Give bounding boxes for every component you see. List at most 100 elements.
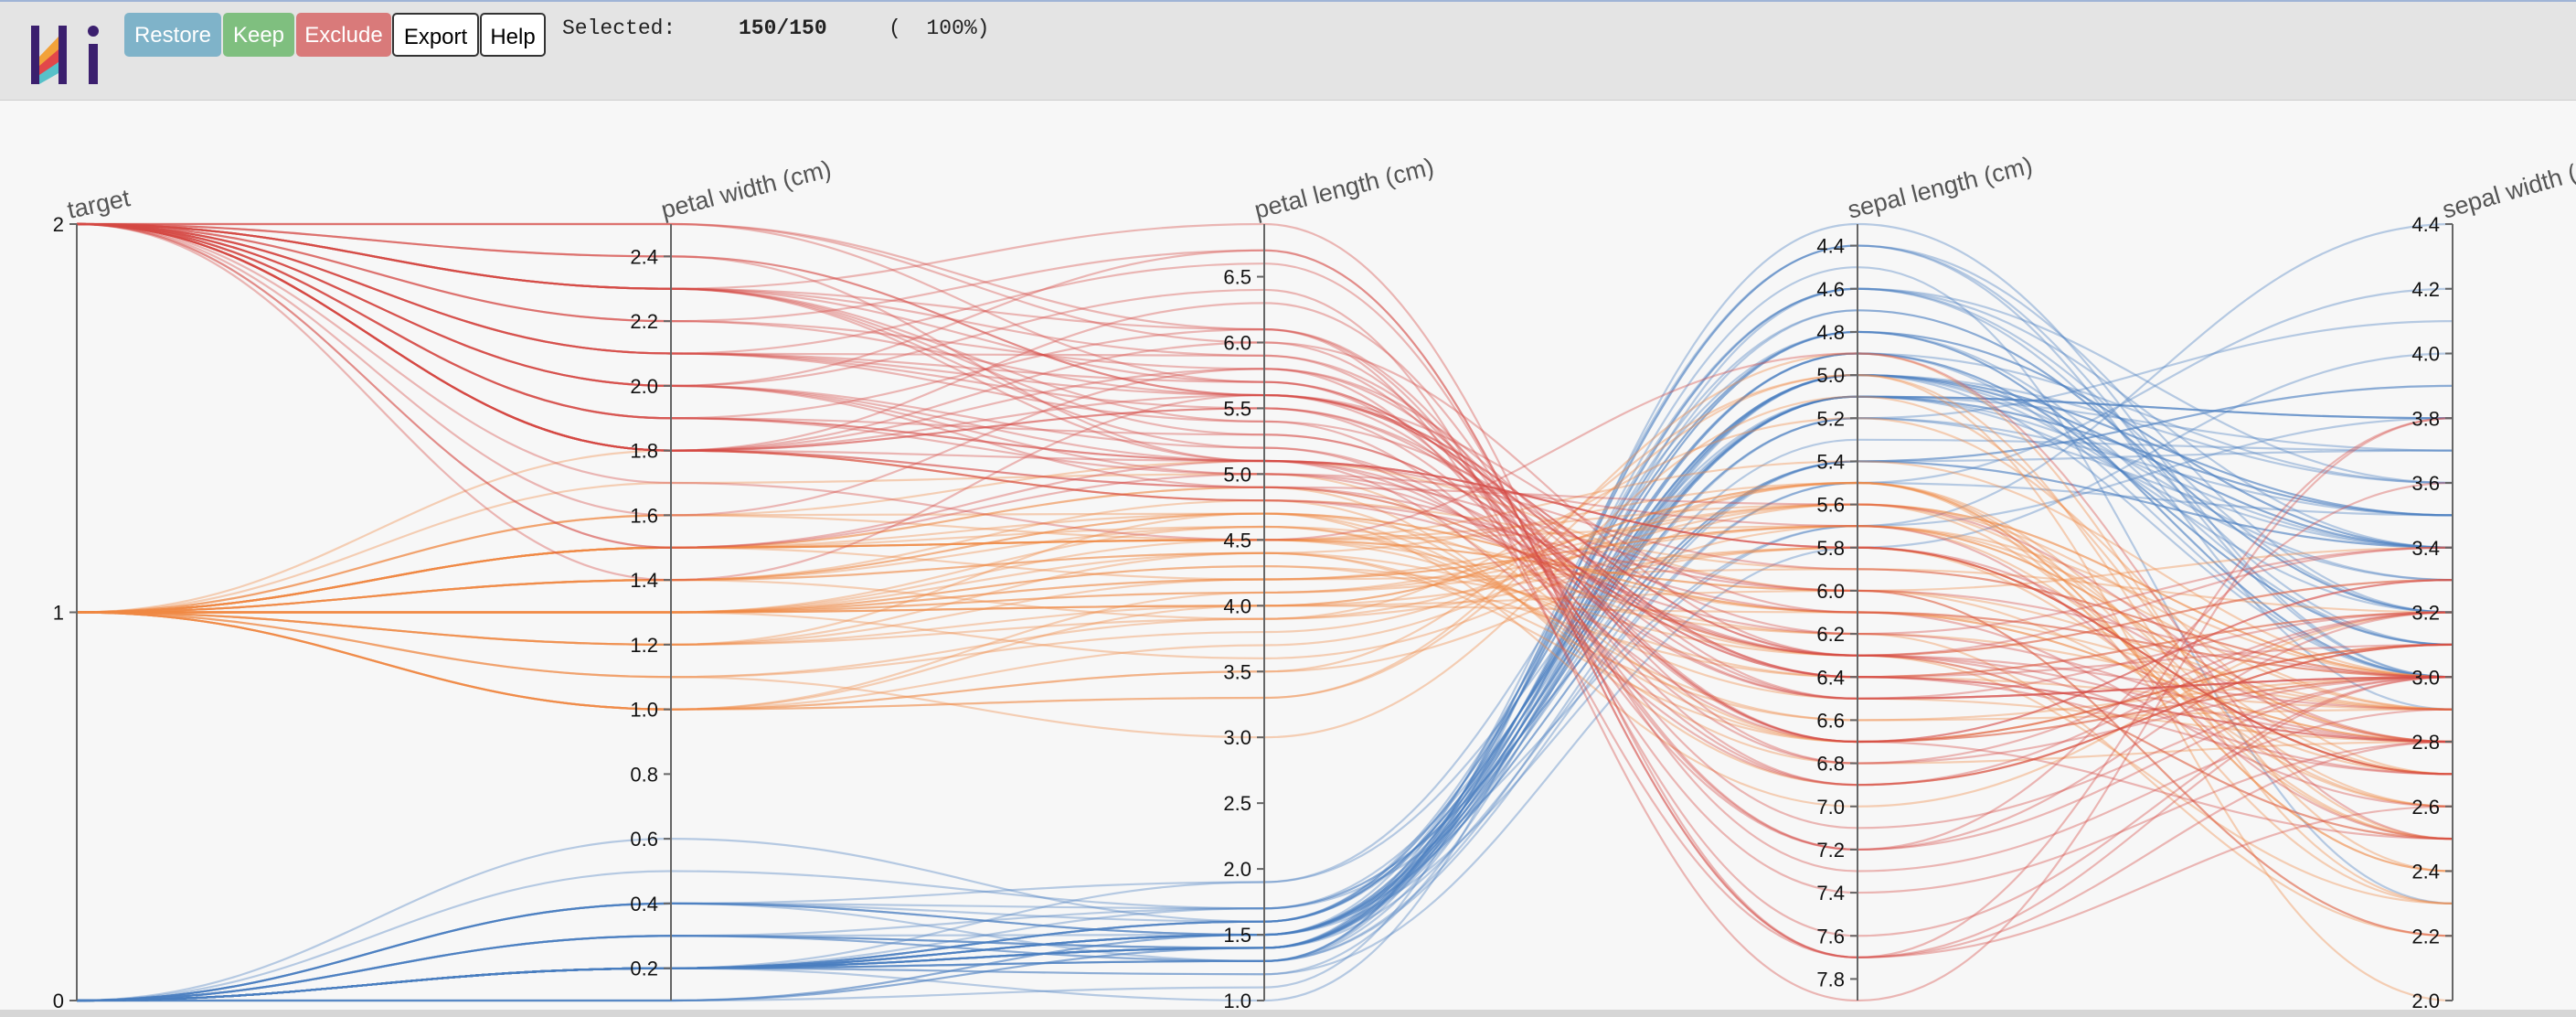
record-line[interactable] — [76, 460, 2454, 1002]
record-line[interactable] — [76, 222, 2454, 894]
record-line[interactable] — [76, 222, 2454, 840]
record-line[interactable] — [76, 222, 2454, 744]
record-line[interactable] — [76, 330, 2454, 1002]
record-line[interactable] — [76, 222, 2454, 958]
record-line[interactable] — [76, 417, 2454, 1002]
record-line[interactable] — [76, 503, 2454, 776]
record-line[interactable] — [76, 481, 2454, 872]
record-line[interactable] — [76, 352, 2454, 1002]
record-line[interactable] — [76, 373, 2454, 1002]
record-line[interactable] — [76, 222, 2454, 958]
record-line[interactable] — [76, 417, 2454, 1002]
record-line[interactable] — [76, 222, 2454, 1002]
record-line[interactable] — [76, 449, 2454, 1002]
record-line[interactable] — [76, 473, 2454, 744]
record-line[interactable] — [76, 395, 2454, 1002]
record-line[interactable] — [76, 395, 2454, 1002]
record-line[interactable] — [76, 417, 2454, 776]
record-line[interactable] — [76, 503, 2454, 711]
record-line[interactable] — [76, 309, 2454, 1002]
record-line[interactable] — [76, 222, 2454, 1002]
record-line[interactable] — [76, 499, 2454, 765]
axis-title-sepal-width[interactable]: sepal width (cm) — [2439, 148, 2576, 224]
record-line[interactable] — [76, 546, 2454, 776]
record-line[interactable] — [76, 352, 2454, 1002]
record-line[interactable] — [76, 503, 2454, 679]
record-line[interactable] — [76, 551, 2454, 744]
record-line[interactable] — [76, 486, 2454, 787]
record-line[interactable] — [76, 481, 2454, 905]
record-line[interactable] — [76, 384, 2454, 1002]
record-line[interactable] — [76, 320, 2454, 1002]
record-line[interactable] — [76, 222, 2454, 636]
record-line[interactable] — [76, 512, 2454, 744]
record-line[interactable] — [76, 222, 2454, 1002]
record-line[interactable] — [76, 222, 2454, 851]
record-line[interactable] — [76, 373, 2454, 1002]
record-line[interactable] — [76, 330, 2454, 1002]
record-line[interactable] — [76, 330, 2454, 1002]
record-line[interactable] — [76, 352, 2454, 1002]
bottom-scrollbar[interactable] — [0, 1010, 2576, 1017]
record-line[interactable] — [76, 330, 2454, 1002]
record-line[interactable] — [76, 373, 2454, 1002]
record-line[interactable] — [77, 222, 2454, 657]
record-line[interactable] — [76, 244, 2454, 1002]
exclude-button[interactable]: Exclude — [296, 13, 391, 57]
record-line[interactable] — [76, 222, 2454, 851]
record-line[interactable] — [76, 222, 2454, 657]
record-line[interactable] — [76, 222, 2454, 787]
record-line[interactable] — [76, 222, 2454, 765]
record-line[interactable] — [76, 287, 2454, 1002]
record-line[interactable] — [76, 222, 2454, 744]
record-line[interactable] — [76, 373, 2454, 905]
record-line[interactable] — [76, 395, 2454, 1002]
record-line[interactable] — [76, 373, 2454, 1002]
record-line[interactable] — [76, 460, 2454, 1002]
record-line[interactable] — [76, 395, 2454, 1002]
record-line[interactable] — [76, 222, 2454, 744]
record-line[interactable] — [76, 384, 2454, 1002]
export-button[interactable]: Export — [392, 13, 479, 57]
record-line[interactable] — [77, 222, 2454, 744]
record-line[interactable] — [76, 481, 2454, 872]
record-line[interactable] — [76, 373, 2454, 1002]
record-line[interactable] — [76, 395, 2454, 1002]
help-button[interactable]: Help — [480, 13, 546, 57]
record-line[interactable] — [76, 222, 2454, 765]
axis-title-petal-width[interactable]: petal width (cm) — [658, 155, 834, 224]
record-line[interactable] — [76, 287, 2454, 1002]
record-line[interactable] — [76, 481, 2454, 808]
record-line[interactable] — [76, 222, 2454, 937]
record-line[interactable] — [76, 373, 2454, 1002]
record-line[interactable] — [76, 551, 2454, 905]
record-line[interactable] — [76, 395, 2454, 1002]
record-line[interactable] — [76, 373, 2454, 1002]
record-line[interactable] — [76, 589, 2454, 937]
record-line[interactable] — [76, 546, 2454, 808]
record-line[interactable] — [76, 373, 2454, 1002]
record-line[interactable] — [76, 352, 2454, 872]
record-line[interactable] — [76, 222, 2454, 787]
record-line[interactable] — [76, 373, 2454, 1002]
record-line[interactable] — [76, 395, 2454, 1002]
record-line[interactable] — [76, 539, 2454, 937]
record-line[interactable] — [76, 287, 2454, 1002]
record-line[interactable] — [76, 481, 2454, 840]
restore-button[interactable]: Restore — [124, 13, 221, 57]
record-line[interactable] — [76, 352, 2454, 1002]
record-line[interactable] — [76, 244, 2454, 1002]
record-line[interactable] — [76, 352, 2454, 1002]
record-line[interactable] — [76, 417, 2454, 1002]
record-line[interactable] — [76, 222, 2454, 700]
record-line[interactable] — [76, 395, 2454, 840]
record-line[interactable] — [76, 287, 2454, 1002]
record-line[interactable] — [76, 222, 2454, 872]
axis-title-petal-length[interactable]: petal length (cm) — [1251, 153, 1436, 224]
record-line[interactable] — [76, 266, 2454, 1002]
record-line[interactable] — [76, 222, 2454, 787]
record-line[interactable] — [76, 222, 2454, 958]
axis-title-sepal-length[interactable]: sepal length (cm) — [1845, 152, 2035, 224]
